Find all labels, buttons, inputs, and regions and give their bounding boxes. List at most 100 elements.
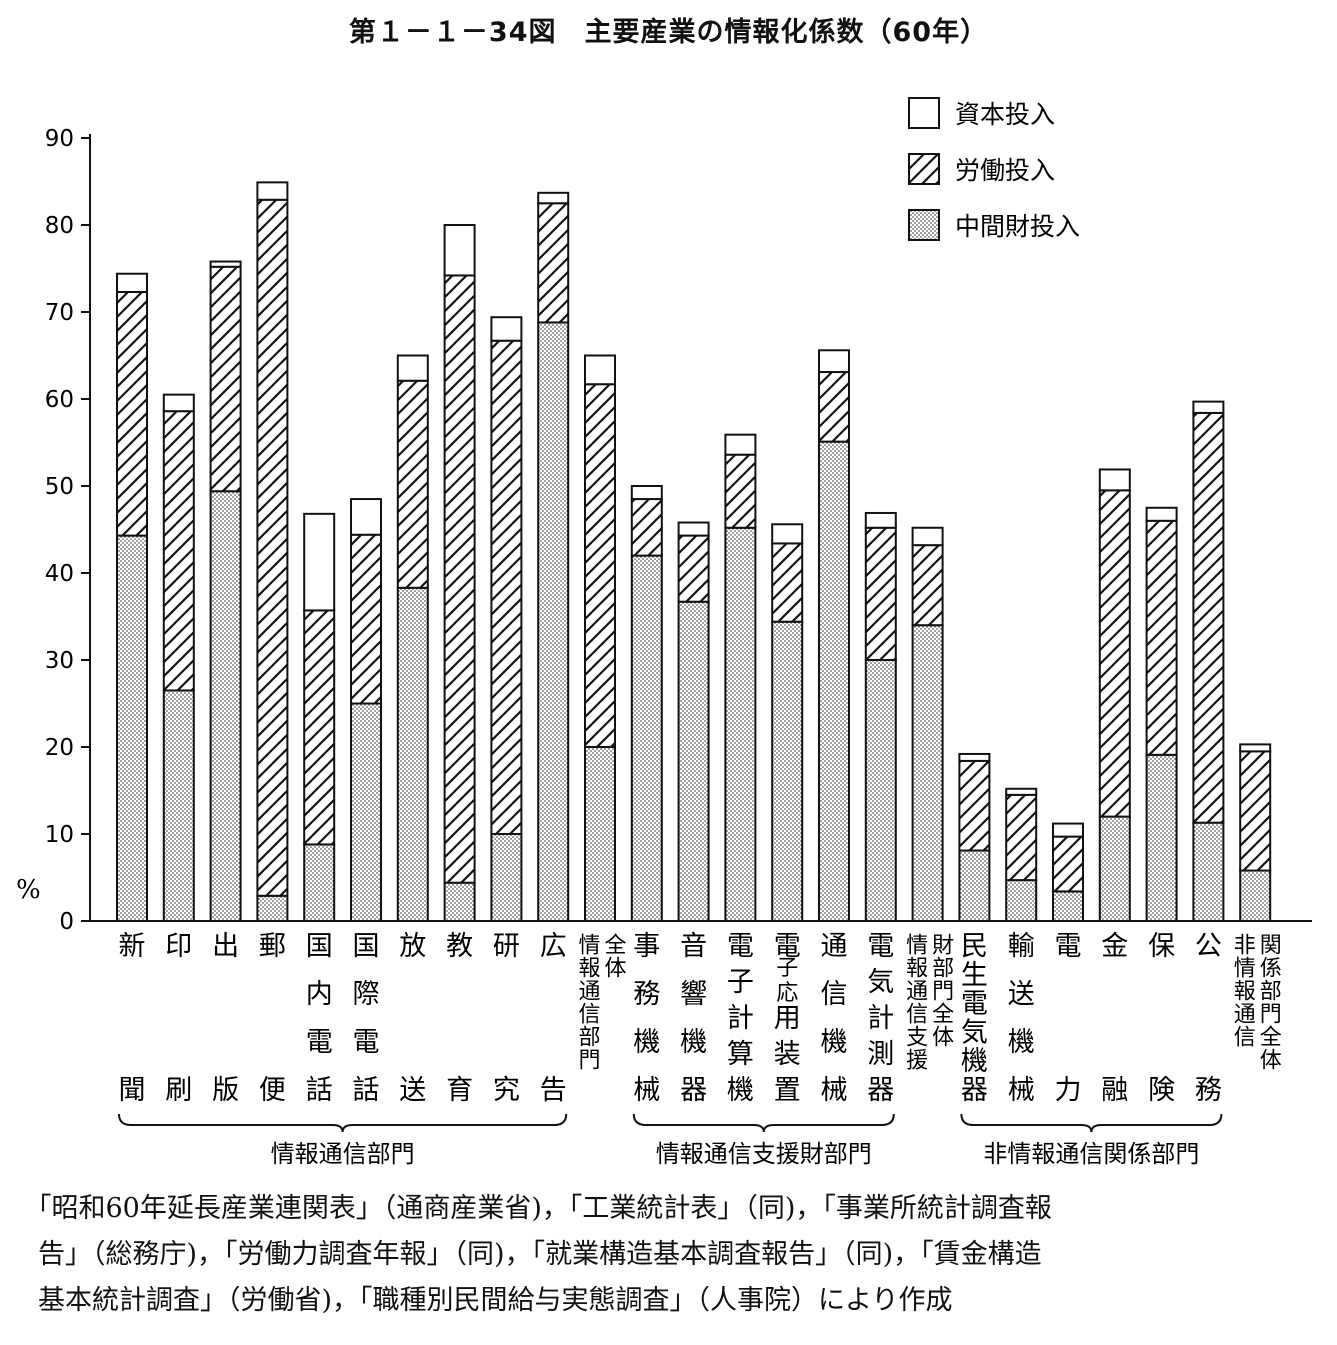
y-tick-label: 10 bbox=[45, 822, 74, 848]
x-category-label-char: 気 bbox=[961, 1017, 988, 1048]
x-category-label-char: 刷 bbox=[165, 1075, 192, 1106]
x-category-label-char: 電 bbox=[353, 1027, 380, 1058]
x-category-label-char: 電 bbox=[774, 931, 801, 962]
x-category-label-char: 放 bbox=[399, 931, 426, 962]
bar-stack bbox=[771, 523, 804, 922]
x-category-label-char: 務 bbox=[1195, 1075, 1222, 1106]
bar-stack bbox=[162, 393, 195, 923]
bar-segment-capital bbox=[771, 523, 804, 545]
x-category-label-char: 用 bbox=[774, 1003, 801, 1034]
x-category-label-column: 情報通信部門 bbox=[575, 933, 601, 1071]
x-category-label-char: 際 bbox=[353, 979, 380, 1010]
x-category-label-char: 話 bbox=[353, 1075, 380, 1106]
x-category-label-char: 子 bbox=[727, 967, 754, 998]
x-category-label-char: 金 bbox=[1101, 931, 1128, 962]
bar-segment-labor bbox=[911, 544, 944, 627]
y-axis-unit: % bbox=[16, 875, 41, 905]
x-category-label-char: 公 bbox=[1195, 931, 1222, 962]
bar-segment-capital bbox=[1145, 506, 1178, 522]
bar-segment-capital bbox=[958, 752, 991, 762]
bar-segment-capital bbox=[256, 181, 289, 201]
x-category-label-char: 応 bbox=[776, 981, 798, 1006]
group-brace bbox=[960, 1113, 1223, 1133]
x-category-label-char: 送 bbox=[1008, 979, 1035, 1010]
x-category-label-char: 輸 bbox=[1008, 931, 1035, 962]
x-category-label-char: 民 bbox=[961, 931, 988, 962]
x-category-label-char: 告 bbox=[540, 1075, 567, 1106]
bar-segment-labor bbox=[490, 339, 523, 835]
legend-label: 中間財投入 bbox=[955, 212, 1080, 241]
bar-segment-labor bbox=[443, 274, 476, 884]
x-category-label-char: 械 bbox=[821, 1075, 848, 1106]
bar-stack bbox=[584, 354, 616, 922]
legend-label: 資本投入 bbox=[955, 100, 1055, 129]
y-tick-label: 50 bbox=[45, 474, 74, 500]
bar-segment-intermediate bbox=[677, 600, 710, 923]
bar-segment-capital bbox=[303, 512, 336, 612]
bar-segment-intermediate bbox=[1192, 821, 1225, 922]
bar-segment-capital bbox=[443, 224, 476, 277]
x-category-label: 研究 bbox=[493, 931, 520, 1106]
bar-stack bbox=[911, 526, 944, 922]
x-category-label-char: 器 bbox=[680, 1075, 707, 1106]
bar-segment-intermediate bbox=[1005, 879, 1038, 922]
bar-segment-labor bbox=[1239, 750, 1272, 872]
x-category-label-char: 測 bbox=[867, 1039, 894, 1070]
bar-segment-intermediate bbox=[1098, 815, 1131, 922]
bar-stack bbox=[958, 752, 991, 923]
bar-segment-intermediate bbox=[443, 881, 476, 922]
x-category-label-char: 機 bbox=[727, 1075, 754, 1106]
x-category-label-char: 計 bbox=[727, 1003, 754, 1034]
group-bracket: 非情報通信関係部門 bbox=[960, 1113, 1223, 1168]
bar-segment-intermediate bbox=[818, 440, 850, 922]
legend-swatch bbox=[908, 97, 940, 129]
group-labels-layer: 情報通信部門 情報通信支援財部門 非情報通信関係部門 bbox=[118, 1113, 1223, 1168]
bar-segment-labor bbox=[1145, 519, 1178, 756]
bar-stack bbox=[818, 349, 850, 922]
x-category-label-char: 電 bbox=[961, 989, 988, 1020]
bar-segment-labor bbox=[864, 526, 897, 662]
bar-stack bbox=[443, 224, 476, 922]
x-category-label-char: 電 bbox=[306, 1027, 333, 1058]
bar-segment-intermediate bbox=[630, 554, 663, 922]
y-tick-label: 90 bbox=[45, 126, 74, 152]
bar-segment-capital bbox=[396, 354, 429, 382]
x-category-label-char: 出 bbox=[212, 931, 239, 962]
source-line: ｢昭和60年延長産業連関表｣（通商産業省)，｢工業統計表｣（同)，｢事業所統計調… bbox=[38, 1193, 1052, 1224]
bar-segment-labor bbox=[771, 542, 804, 623]
legend-item: 中間財投入 bbox=[908, 209, 1080, 241]
x-category-label: 公務 bbox=[1195, 931, 1222, 1106]
x-category-label-char: 計 bbox=[867, 1003, 894, 1034]
x-category-label-char: 事 bbox=[633, 931, 660, 962]
x-category-label: 広告 bbox=[540, 931, 567, 1106]
bar-stack bbox=[1239, 743, 1272, 922]
bar-stack bbox=[630, 485, 663, 922]
x-category-label: 新聞 bbox=[119, 931, 146, 1106]
bar-stack bbox=[1052, 822, 1084, 922]
bar-segment-labor bbox=[396, 379, 429, 589]
bar-stack bbox=[724, 433, 757, 922]
x-category-label-char: 装 bbox=[774, 1039, 801, 1070]
y-tick-label: 80 bbox=[45, 213, 74, 239]
bar-segment-capital bbox=[1098, 468, 1131, 492]
bar-segment-labor bbox=[256, 198, 289, 897]
x-category-label-char: 気 bbox=[867, 967, 894, 998]
x-category-label-char: 研 bbox=[493, 931, 520, 962]
x-category-label-char: 印 bbox=[165, 931, 192, 962]
bar-segment-labor bbox=[303, 609, 336, 846]
bar-segment-capital bbox=[1192, 400, 1225, 414]
x-category-label: 放送 bbox=[399, 931, 426, 1106]
bar-stack bbox=[490, 316, 523, 922]
x-category-label-char: 新 bbox=[119, 931, 146, 962]
bar-segment-capital bbox=[490, 316, 523, 342]
bar-segment-intermediate bbox=[771, 620, 804, 922]
x-category-label: 教育 bbox=[446, 931, 473, 1106]
source-note: ｢昭和60年延長産業連関表｣（通商産業省)，｢工業統計表｣（同)，｢事業所統計調… bbox=[38, 1186, 1308, 1324]
x-category-label-column: 全体 bbox=[601, 933, 627, 979]
